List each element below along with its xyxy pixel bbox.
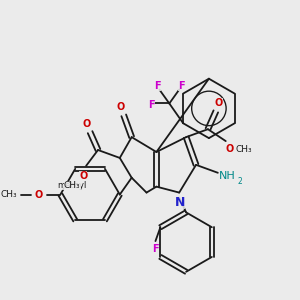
Text: O: O — [215, 98, 223, 109]
Text: methyl: methyl — [58, 181, 87, 190]
Text: O: O — [34, 190, 43, 200]
Text: O: O — [117, 102, 125, 112]
Text: O: O — [83, 119, 91, 129]
Text: O: O — [79, 171, 87, 181]
Text: CH₃: CH₃ — [235, 145, 252, 154]
Text: NH: NH — [219, 171, 236, 181]
Text: CH₃: CH₃ — [1, 190, 17, 199]
Text: F: F — [152, 244, 159, 254]
Text: CH₃: CH₃ — [64, 181, 81, 190]
Text: 2: 2 — [237, 177, 242, 186]
Text: O: O — [226, 144, 234, 154]
Text: F: F — [148, 100, 155, 110]
Text: F: F — [178, 81, 184, 91]
Text: N: N — [175, 196, 185, 209]
Text: F: F — [154, 81, 161, 91]
